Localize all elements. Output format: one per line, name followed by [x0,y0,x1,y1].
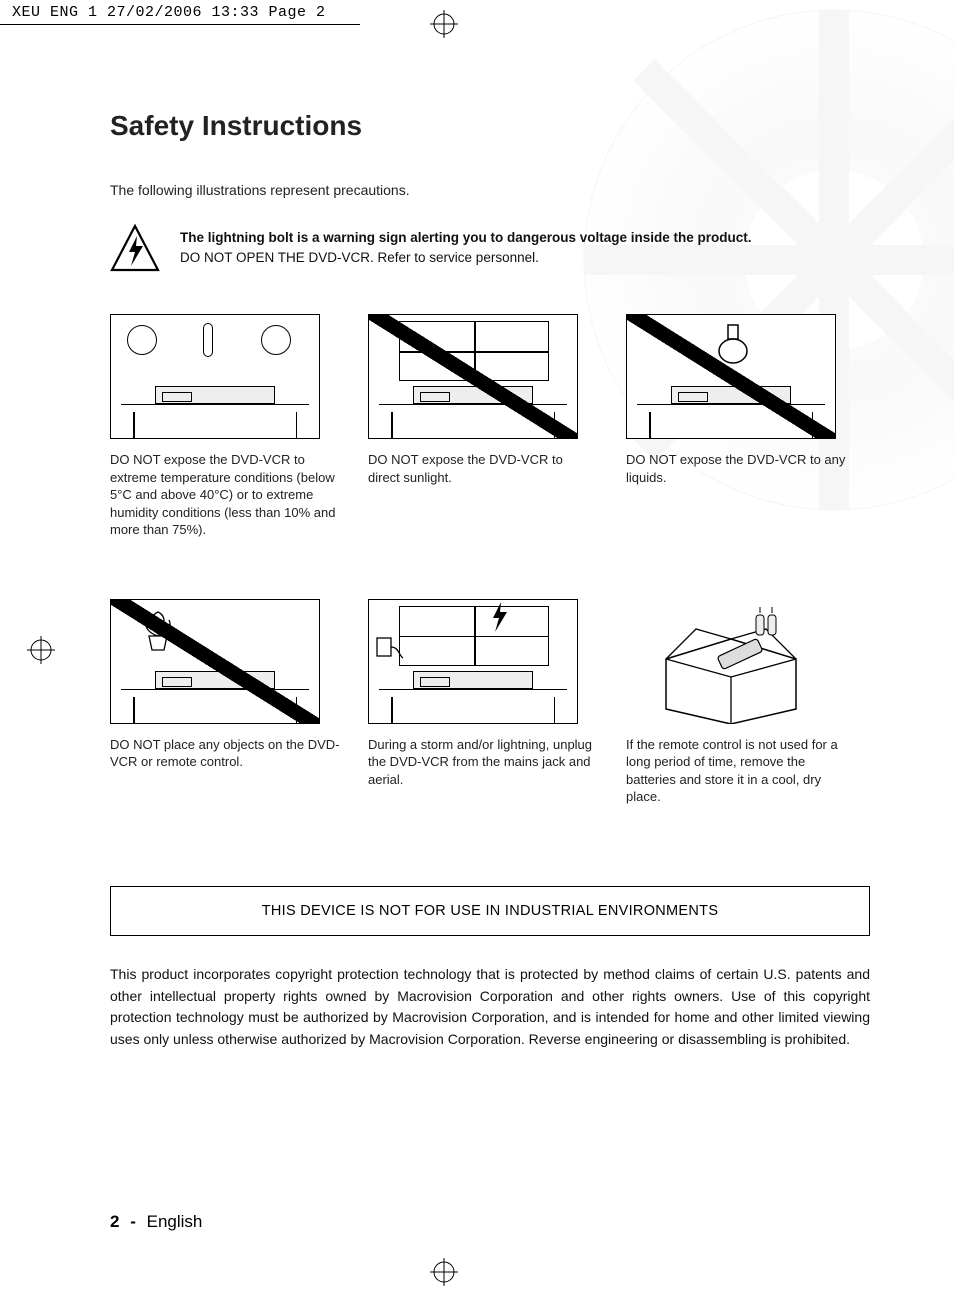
crop-line [0,24,360,25]
registration-mark-left [27,636,55,664]
caption: If the remote control is not used for a … [626,736,856,806]
lightning-icon [489,602,511,632]
box-remote-icon [626,599,836,724]
printer-header: XEU ENG 1 27/02/2006 13:33 Page 2 [12,4,326,21]
registration-mark-top [430,10,458,38]
cell-objects: DO NOT place any objects on the DVD-VCR … [110,599,340,806]
legal-text: This product incorporates copyright prot… [110,964,870,1051]
caption: DO NOT expose the DVD-VCR to extreme tem… [110,451,340,539]
illustration-remote [626,599,836,724]
cell-temperature: DO NOT expose the DVD-VCR to extreme tem… [110,314,340,539]
page-content: Safety Instructions The following illust… [110,110,870,1051]
warning-text: The lightning bolt is a warning sign ale… [180,224,752,269]
warning-plain: DO NOT OPEN THE DVD-VCR. Refer to servic… [180,250,539,265]
illustration-sunlight [368,314,578,439]
intro-text: The following illustrations represent pr… [110,182,870,198]
caption: DO NOT place any objects on the DVD-VCR … [110,736,340,771]
illustration-objects [110,599,320,724]
plant-icon [137,606,179,652]
cell-storm: During a storm and/or lightning, unplug … [368,599,598,806]
caption: During a storm and/or lightning, unplug … [368,736,598,789]
page-number: 2 [110,1212,119,1231]
vase-icon [715,321,751,365]
page-footer: 2 - English [110,1212,202,1232]
precaution-grid: DO NOT expose the DVD-VCR to extreme tem… [110,314,870,806]
footer-dash: - [130,1212,136,1231]
warning-bold: The lightning bolt is a warning sign ale… [180,230,752,245]
illustration-liquids [626,314,836,439]
lightning-triangle-icon [110,224,160,274]
cell-remote: If the remote control is not used for a … [626,599,856,806]
caption: DO NOT expose the DVD-VCR to any liquids… [626,451,856,486]
registration-mark-bottom [430,1258,458,1286]
industrial-notice: THIS DEVICE IS NOT FOR USE IN INDUSTRIAL… [110,886,870,936]
plug-icon [375,636,405,660]
footer-language: English [147,1212,203,1231]
illustration-storm [368,599,578,724]
cell-sunlight: DO NOT expose the DVD-VCR to direct sunl… [368,314,598,539]
caption: DO NOT expose the DVD-VCR to direct sunl… [368,451,598,486]
illustration-temperature [110,314,320,439]
lightning-warning: The lightning bolt is a warning sign ale… [110,224,870,274]
page-title: Safety Instructions [110,110,870,142]
cell-liquids: DO NOT expose the DVD-VCR to any liquids… [626,314,856,539]
